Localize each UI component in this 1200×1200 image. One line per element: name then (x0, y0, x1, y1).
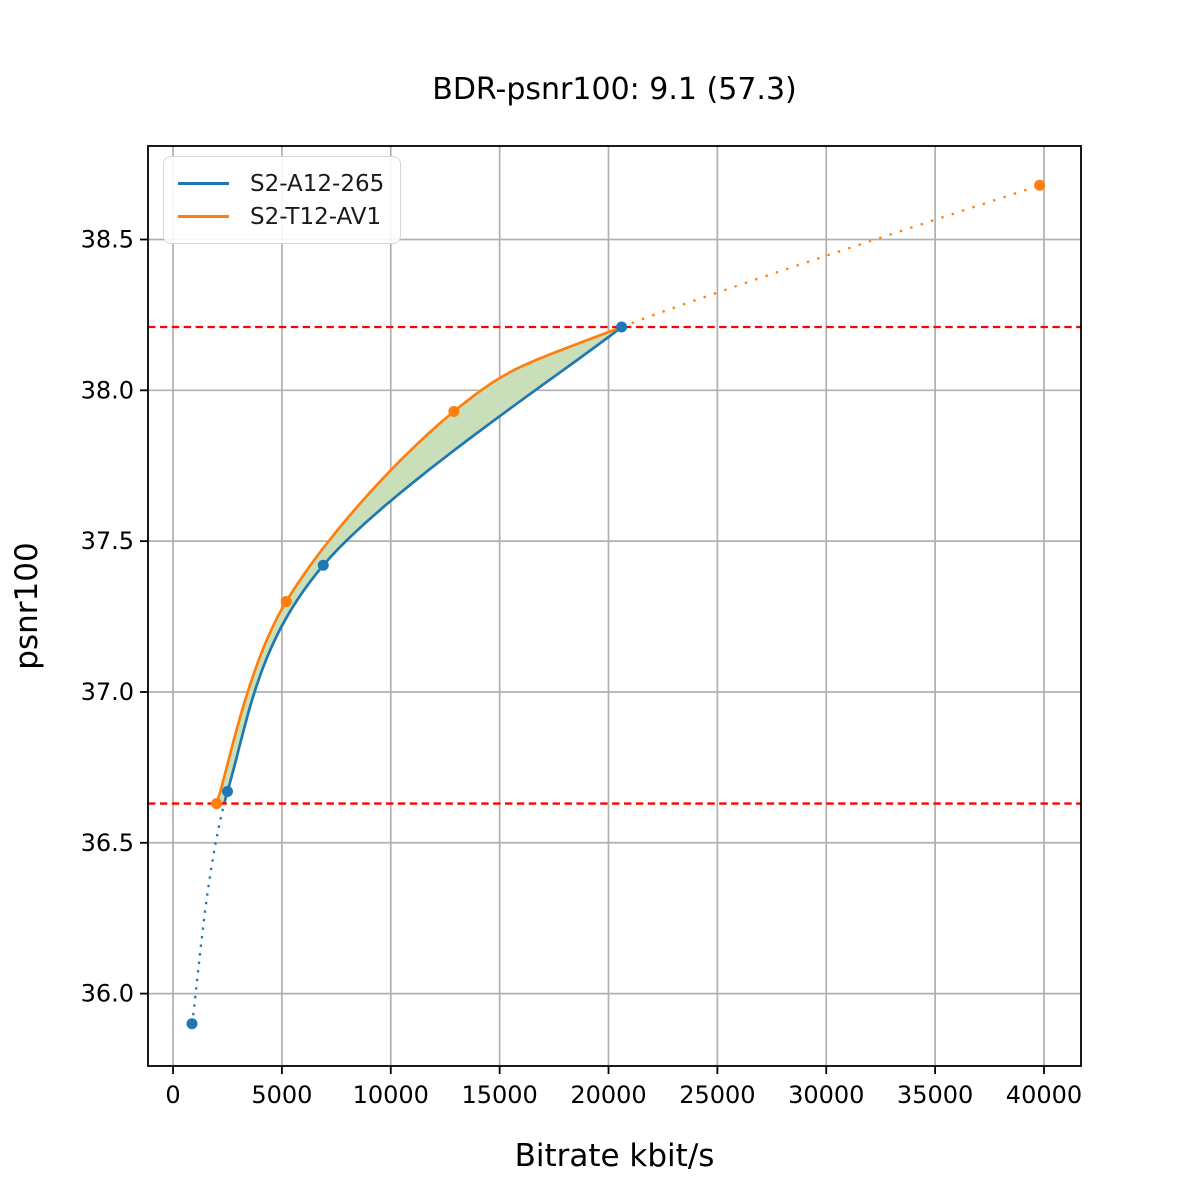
S2-A12-265-point (616, 321, 628, 333)
S2-T12-AV1-point (211, 798, 223, 810)
x-tick-label: 0 (165, 1081, 180, 1109)
y-tick-label: 38.0 (81, 376, 134, 404)
data-point-markers (186, 179, 1046, 1030)
rd-curves (190, 184, 1040, 1024)
x-tick-label: 15000 (461, 1081, 537, 1109)
S2-A12-265-point (186, 1018, 198, 1030)
S2-T12-AV1-point (448, 405, 460, 417)
x-tick-label: 20000 (570, 1081, 646, 1109)
y-tick-label: 37.5 (81, 527, 134, 555)
S2-T12-AV1-point (1034, 179, 1046, 191)
x-tick-label: 40000 (1006, 1081, 1082, 1109)
tick-marks (140, 238, 1045, 1074)
blue-curve (222, 325, 623, 804)
x-tick-label: 25000 (679, 1081, 755, 1109)
legend-line-swatch-blue (178, 182, 229, 185)
legend-label: S2-A12-265 (250, 170, 385, 197)
legend-item: S2-A12-265 (178, 168, 386, 199)
bd-overlap-fill (216, 327, 622, 804)
S2-T12-AV1-point (280, 595, 292, 607)
legend: S2-A12-265 S2-T12-AV1 (163, 156, 401, 244)
x-tick-label: 5000 (251, 1081, 312, 1109)
blue-curve-dotted (190, 803, 226, 1024)
orange-curve-dotted (621, 184, 1040, 329)
legend-label: S2-T12-AV1 (250, 203, 382, 230)
plot-title: BDR-psnr100: 9.1 (57.3) (432, 72, 797, 107)
gridlines (148, 146, 1081, 1066)
y-tick-label: 37.0 (81, 678, 134, 706)
y-tick-label: 36.0 (81, 980, 134, 1008)
y-tick-label: 38.5 (81, 226, 134, 254)
overlap-bound-lines (148, 325, 1081, 805)
S2-A12-265-point (221, 786, 233, 798)
orange-curve (215, 325, 623, 805)
legend-line-swatch-orange (178, 215, 229, 218)
x-axis-label: Bitrate kbit/s (514, 1138, 715, 1174)
x-tick-label: 10000 (353, 1081, 429, 1109)
x-tick-label: 35000 (897, 1081, 973, 1109)
y-tick-label: 36.5 (81, 829, 134, 857)
S2-A12-265-point (317, 559, 329, 571)
x-tick-label: 30000 (788, 1081, 864, 1109)
axes-frame (147, 145, 1082, 1067)
legend-item: S2-T12-AV1 (178, 201, 386, 232)
tick-labels: 0 5000 10000 15000 20000 25000 30000 35000 40000… (81, 226, 1083, 1109)
